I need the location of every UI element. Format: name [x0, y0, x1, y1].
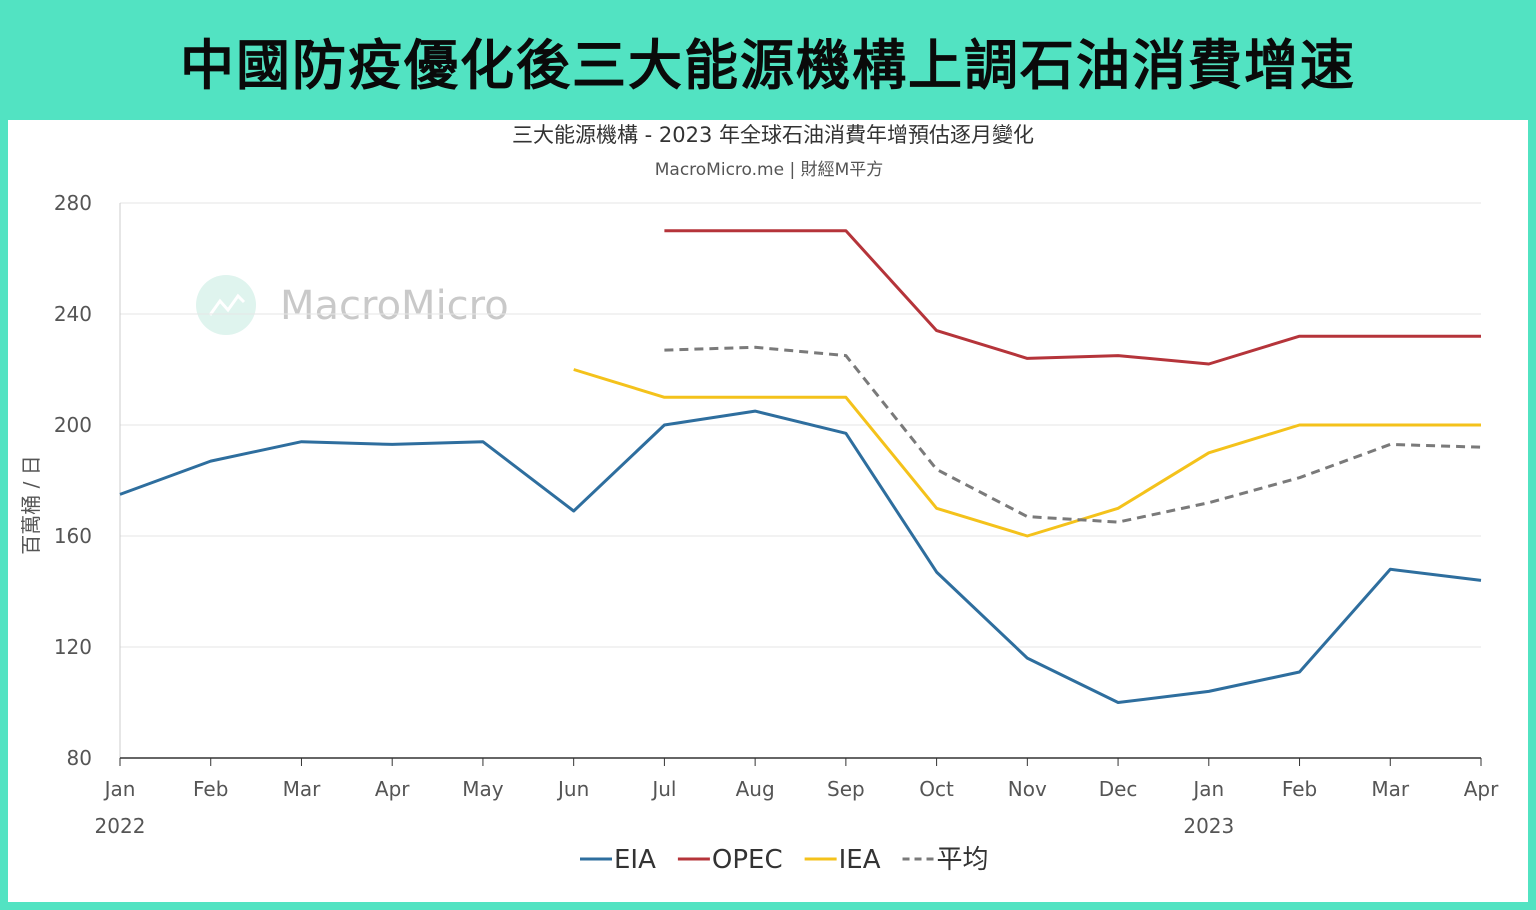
- gridlines: [119, 202, 1481, 758]
- x-tick-label: May: [462, 777, 504, 801]
- legend: EIA OPEC IEA 平均: [580, 845, 989, 875]
- series-line-EIA: [119, 409, 1482, 704]
- legend-item-label: OPEC: [712, 845, 783, 875]
- x-axis: Jan Feb Mar Apr May Jun Jul Aug Sep Oct Nov Dec Jan F…: [95, 757, 1499, 838]
- y-tick-label: 120: [54, 635, 92, 659]
- x-tick-label: Jan: [103, 777, 136, 801]
- y-tick-label: 200: [54, 413, 92, 437]
- series-line-OPEC: [664, 229, 1481, 366]
- watermark-text: MacroMicro: [280, 283, 509, 329]
- y-axis-label: 百萬桶 / 日: [19, 455, 43, 554]
- x-tick-label: Apr: [375, 777, 410, 801]
- banner-title: 中國防疫優化後三大能源機構上調石油消費增速: [180, 33, 1356, 97]
- series-line-平均: [664, 345, 1482, 524]
- x-tick-label: Aug: [736, 777, 775, 801]
- banner: 中國防疫優化後三大能源機構上調石油消費增速: [0, 0, 1536, 120]
- chart-subtitle: MacroMicro.me | 財經M平方: [655, 160, 884, 180]
- chart-title: 三大能源機構 - 2023 年全球石油消費年增預估逐月變化: [512, 123, 1034, 147]
- series-line-IEA: [573, 368, 1481, 538]
- watermark: MacroMicro: [196, 275, 509, 335]
- x-tick-label: Mar: [283, 777, 322, 801]
- y-tick-label: 280: [54, 191, 92, 215]
- y-axis-ticks: 80 120 160 200 240 280: [54, 191, 92, 770]
- x-tick-label: Jul: [650, 777, 676, 801]
- x-tick-label: Feb: [193, 777, 228, 801]
- x-tick-label: Jun: [556, 777, 589, 801]
- y-tick-label: 80: [67, 746, 92, 770]
- watermark-logo-line: [208, 293, 246, 316]
- x-tick-label: Feb: [1282, 777, 1317, 801]
- x-tick-label: Oct: [919, 777, 954, 801]
- watermark-logo-icon: [196, 275, 256, 335]
- x-tick-label: Mar: [1371, 777, 1410, 801]
- legend-item-label: IEA: [839, 845, 881, 875]
- line-chart: 三大能源機構 - 2023 年全球石油消費年增預估逐月變化 MacroMicro…: [19, 123, 1499, 875]
- x-tick-label: Jan: [1191, 777, 1224, 801]
- legend-item-label: EIA: [614, 845, 656, 875]
- x-tick-label: Apr: [1464, 777, 1499, 801]
- y-tick-label: 240: [54, 302, 92, 326]
- chart-panel: 三大能源機構 - 2023 年全球石油消費年增預估逐月變化 MacroMicro…: [8, 120, 1528, 902]
- x-tick-label: Sep: [827, 777, 865, 801]
- series-lines: [119, 229, 1482, 704]
- x-year-label: 2023: [1183, 814, 1234, 838]
- x-year-label: 2022: [95, 814, 146, 838]
- legend-item-label: 平均: [937, 845, 989, 875]
- x-tick-label: Nov: [1008, 777, 1047, 801]
- y-tick-label: 160: [54, 524, 92, 548]
- x-tick-label: Dec: [1099, 777, 1138, 801]
